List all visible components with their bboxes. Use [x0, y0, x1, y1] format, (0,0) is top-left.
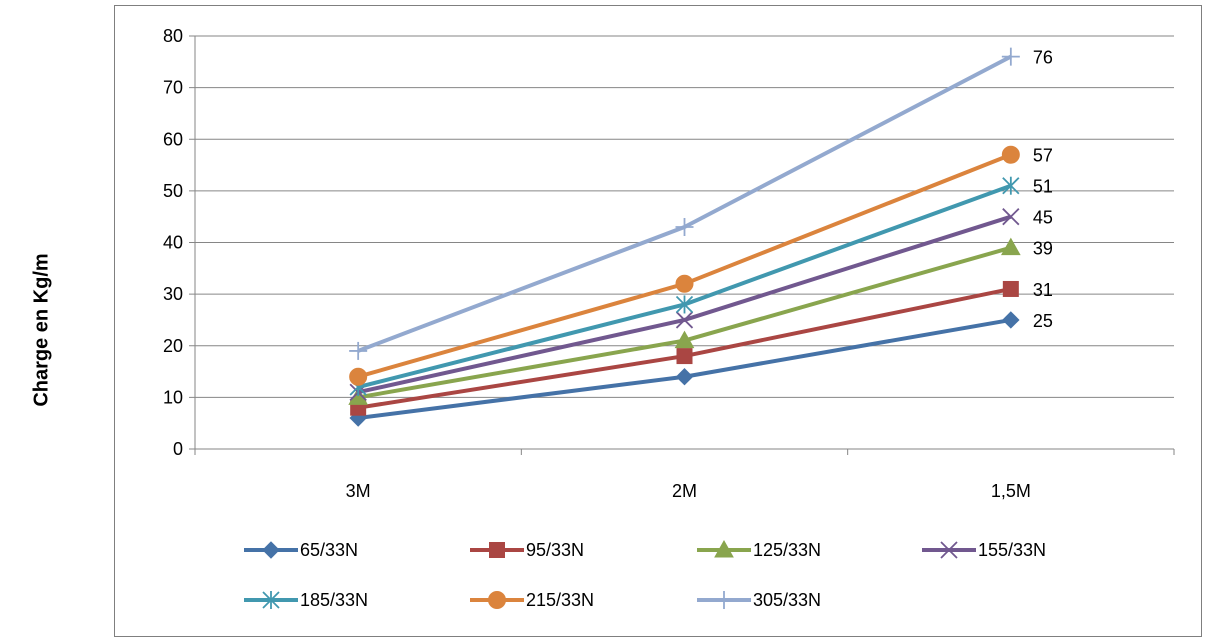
y-tick-label: 30 [163, 284, 183, 304]
y-tick-label: 10 [163, 387, 183, 407]
y-tick-label: 60 [163, 129, 183, 149]
data-point-circle [349, 367, 368, 386]
x-tick-label: 2M [672, 481, 697, 501]
series-layer: 25 31 39 45 51 57 76 [348, 47, 1053, 427]
data-point-square [1002, 280, 1019, 297]
data-point-plus [715, 591, 733, 609]
data-point-asterisk [262, 591, 280, 609]
data-point-circle [1001, 145, 1020, 164]
series-305/33N: 76 [349, 47, 1053, 360]
data-point-triangle [1000, 237, 1021, 256]
data-point-asterisk [675, 295, 694, 314]
data-label: 51 [1033, 177, 1053, 197]
data-point-plus [349, 341, 368, 360]
legend-item-215/33N: 215/33N [470, 590, 594, 610]
data-point-asterisk [1002, 176, 1020, 195]
data-point-diamond [1002, 311, 1020, 329]
series-125/33N: 39 [348, 237, 1053, 405]
series-65/33N: 25 [349, 311, 1053, 427]
data-label: 45 [1033, 208, 1053, 228]
legend-item-125/33N: 125/33N [697, 539, 821, 560]
legend-item-305/33N: 305/33N [697, 590, 821, 610]
data-label: 39 [1033, 239, 1053, 259]
legend-label: 95/33N [526, 540, 584, 560]
data-point-triangle [674, 330, 695, 349]
data-point-plus [675, 218, 694, 237]
legend-item-65/33N: 65/33N [244, 540, 358, 560]
legend-label: 185/33N [300, 590, 368, 610]
legend-label: 125/33N [753, 540, 821, 560]
marker-stroke [675, 311, 694, 329]
x-tick-label: 3M [346, 481, 371, 501]
data-label: 25 [1033, 311, 1053, 331]
y-tick-label: 80 [163, 26, 183, 46]
legend-label: 155/33N [978, 540, 1046, 560]
chart-area [114, 5, 1202, 637]
data-label: 31 [1033, 280, 1053, 300]
legend-label: 215/33N [526, 590, 594, 610]
y-tick-label: 20 [163, 336, 183, 356]
data-point-plus [1001, 47, 1020, 66]
axes: 0 10 20 30 40 50 60 70 80 3M 2M 1,5M [163, 26, 1175, 501]
legend: 65/33N 95/33N 125/33N 155/33N 185/33N 215/33N… [244, 539, 1046, 610]
data-point-x [675, 311, 694, 329]
legend-label: 65/33N [300, 540, 358, 560]
data-point-circle [488, 591, 506, 609]
y-tick-label: 50 [163, 181, 183, 201]
y-tick-label: 70 [163, 78, 183, 98]
data-point-x [940, 541, 958, 559]
data-point-x [1002, 208, 1020, 226]
data-point-triangle [714, 539, 734, 558]
data-label: 76 [1033, 48, 1053, 68]
y-tick-label: 0 [173, 439, 183, 459]
legend-label: 305/33N [753, 590, 821, 610]
data-point-diamond [675, 368, 694, 386]
data-point-circle [675, 274, 694, 293]
y-tick-label: 40 [163, 233, 183, 253]
x-tick-label: 1,5M [991, 481, 1031, 501]
series-185/33N: 51 [349, 176, 1053, 397]
data-label: 57 [1033, 146, 1053, 166]
data-point-square [676, 348, 693, 365]
data-point-square [489, 542, 505, 558]
series-215/33N: 57 [349, 145, 1053, 386]
marker-stroke [940, 541, 958, 559]
legend-item-95/33N: 95/33N [470, 540, 584, 560]
marker-stroke [1002, 208, 1020, 226]
legend-item-155/33N: 155/33N [922, 540, 1046, 560]
data-point-diamond [262, 541, 280, 559]
legend-item-185/33N: 185/33N [244, 590, 368, 610]
